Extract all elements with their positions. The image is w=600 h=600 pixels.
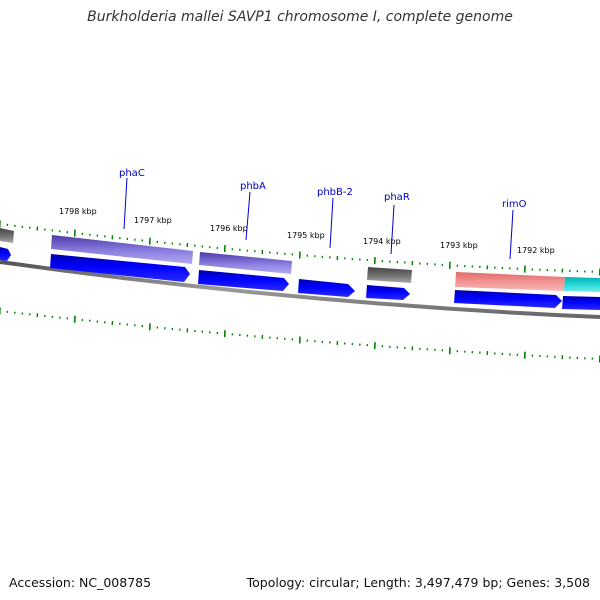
pink-feature-rimO [455,272,565,291]
position-label: 1793 kbp [440,241,478,250]
gene-label-phaR: phaR [384,192,410,203]
cds-arrow-left [0,247,11,261]
cds-arrow-phaR [366,285,410,300]
topology-label: Topology: circular; Length: 3,497,479 bp… [246,575,590,590]
cds-arrow-right [562,296,600,310]
gray-feature-left [0,228,14,243]
position-label: 1794 kbp [363,237,401,246]
position-labels: 1798 kbp 1797 kbp 1796 kbp 1795 kbp 1794… [59,207,555,255]
gene-label-rimO: rimO [502,199,527,210]
gene-label-phaC: phaC [119,168,145,179]
purple-feature-phaC [51,235,193,264]
gene-leader-line [123,177,128,230]
gene-leader-line [245,191,251,241]
gene-label-phbA: phbA [240,181,266,192]
gene-leader-line [390,204,395,255]
position-label: 1798 kbp [59,207,97,216]
position-label: 1792 kbp [517,246,555,255]
cds-arrow-rimO [454,290,562,308]
purple-feature-phbA [199,252,292,274]
cyan-feature-right [564,277,600,292]
position-label: 1797 kbp [134,216,172,225]
cds-arrow-phbB-2 [298,279,355,297]
genome-backbone [0,260,600,319]
cds-arrow-phaC [50,254,190,282]
gene-label-phbB-2: phbB-2 [317,187,353,198]
gene-leader-line [329,197,334,249]
outer-tick-ring [0,220,600,276]
inner-tick-ring [0,307,600,363]
gene-labels: phaC phbA phbB-2 phaR rimO [119,168,527,260]
cds-arrow-phbA [198,270,289,291]
gray-feature-phaR [367,267,412,283]
position-label: 1795 kbp [287,231,325,240]
gene-leader-line [509,209,514,260]
cds-track [0,247,600,310]
feature-track-upper [0,228,600,292]
map-title: Burkholderia mallei SAVP1 chromosome I, … [87,9,513,25]
accession-label: Accession: NC_008785 [9,575,152,590]
position-label: 1796 kbp [210,224,248,233]
